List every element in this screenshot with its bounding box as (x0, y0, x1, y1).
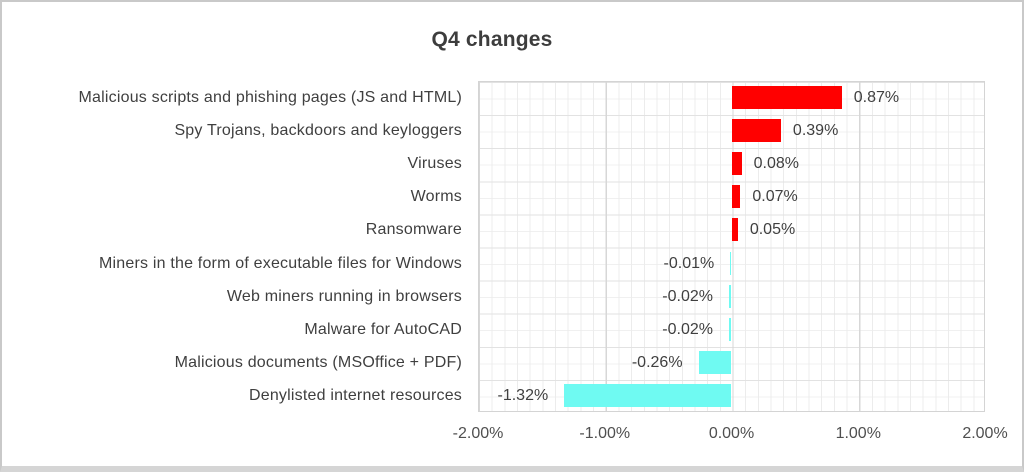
bar (564, 383, 732, 407)
category-label: Denylisted internet resources (248, 386, 462, 404)
bar (731, 218, 738, 242)
category-label: Miners in the form of executable files f… (98, 254, 462, 272)
bar (731, 119, 781, 143)
value-label: 0.08% (753, 155, 799, 173)
value-label: 0.39% (792, 122, 839, 140)
value-label: -0.26% (631, 353, 683, 371)
category-label: Viruses (407, 155, 462, 173)
chart-title: Q4 changes (431, 28, 553, 51)
bar (730, 251, 732, 275)
bar (698, 350, 732, 374)
category-label: Ransomware (365, 221, 462, 239)
x-tick-label: -2.00% (452, 425, 504, 442)
value-label: 0.05% (749, 221, 796, 239)
x-tick-label: -1.00% (579, 425, 631, 442)
bar (731, 86, 842, 110)
category-label: Malware for AutoCAD (304, 320, 462, 338)
value-label: 0.07% (752, 188, 798, 206)
category-label: Malicious scripts and phishing pages (JS… (78, 89, 462, 106)
bar (731, 185, 741, 209)
x-tick-label: 2.00% (962, 425, 1008, 442)
category-label: Spy Trojans, backdoors and keyloggers (174, 122, 462, 140)
value-label: -0.02% (662, 287, 713, 305)
category-label: Malicious documents (MSOffice + PDF) (174, 353, 462, 371)
bar (728, 317, 732, 341)
bar (731, 152, 742, 176)
x-tick-label: 0.00% (708, 425, 755, 442)
value-label: -0.02% (662, 320, 713, 338)
value-label: -1.32% (497, 386, 549, 404)
x-tick-label: 1.00% (835, 425, 881, 442)
category-label: Web miners running in browsers (226, 287, 462, 305)
value-label: 0.87% (853, 89, 900, 106)
category-label: Worms (410, 188, 462, 206)
bar (728, 284, 732, 308)
value-label: -0.01% (663, 254, 715, 272)
